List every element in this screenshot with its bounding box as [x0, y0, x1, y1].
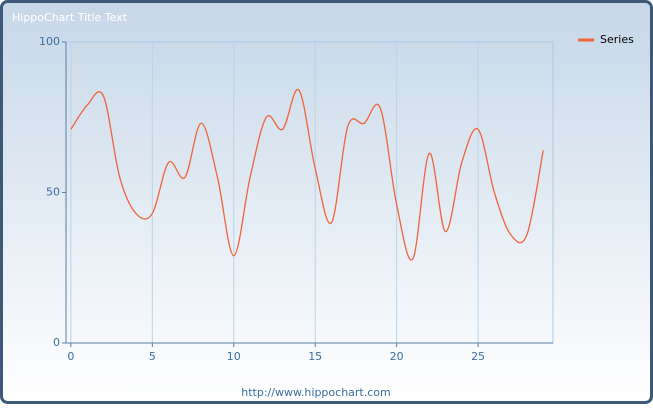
- x-tick-label: 0: [67, 350, 74, 363]
- x-tick-label: 10: [227, 350, 241, 363]
- legend-label: Series: [600, 33, 634, 46]
- y-tick-label: 50: [46, 186, 60, 199]
- chart-title: HippoChart Title Text: [12, 11, 128, 24]
- x-tick-label: 25: [471, 350, 485, 363]
- x-tick-label: 15: [308, 350, 322, 363]
- footer-link[interactable]: http://www.hippochart.com: [241, 386, 390, 399]
- y-tick-label: 100: [39, 35, 60, 48]
- y-tick-label: 0: [53, 336, 60, 349]
- x-tick-label: 5: [149, 350, 156, 363]
- series-line: [70, 89, 544, 261]
- x-tick-label: 20: [390, 350, 404, 363]
